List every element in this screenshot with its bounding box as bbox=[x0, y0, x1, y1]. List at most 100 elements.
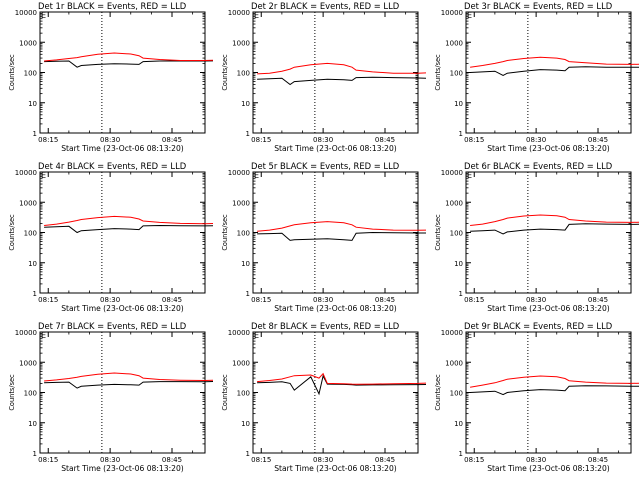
x-tick-label: 08:30 bbox=[313, 456, 333, 464]
y-tick-label: 100 bbox=[450, 70, 463, 78]
plot-frame bbox=[39, 331, 206, 454]
y-tick-label: 10 bbox=[241, 420, 250, 428]
y-axis-label: Counts/sec bbox=[8, 374, 16, 411]
y-tick-label: 1 bbox=[33, 290, 37, 298]
x-tick-label: 08:15 bbox=[251, 136, 271, 144]
x-axis-label: Start Time (23-Oct-06 08:13:20) bbox=[274, 464, 397, 473]
y-tick-label: 10000 bbox=[228, 329, 250, 337]
lld-series-line bbox=[257, 372, 426, 385]
y-tick-label: 1000 bbox=[19, 359, 37, 367]
x-tick-label: 08:15 bbox=[464, 136, 484, 144]
x-tick-label: 08:15 bbox=[464, 456, 484, 464]
y-tick-label: 10000 bbox=[15, 329, 37, 337]
events-series-line bbox=[44, 224, 213, 234]
x-tick-label: 08:15 bbox=[38, 136, 58, 144]
y-tick-label: 10 bbox=[454, 260, 463, 268]
detector-panel: Det 5r BLACK = Events, RED = LLD 1 10 100 10… bbox=[221, 161, 426, 313]
plot-frame bbox=[252, 11, 419, 134]
detector-panel: Det 8r BLACK = Events, RED = LLD 1 10 100 10… bbox=[221, 321, 426, 473]
e-marker: E bbox=[254, 331, 259, 340]
detector-panel: Det 6r BLACK = Events, RED = LLD 1 10 100 10… bbox=[434, 161, 639, 313]
panel-title: Det 9r BLACK = Events, RED = LLD bbox=[464, 321, 612, 331]
x-tick-label: 08:30 bbox=[313, 296, 333, 304]
panel-title: Det 3r BLACK = Events, RED = LLD bbox=[464, 1, 612, 11]
panel-title: Det 1r BLACK = Events, RED = LLD bbox=[38, 1, 186, 11]
y-tick-label: 1 bbox=[33, 450, 37, 458]
events-series-line bbox=[470, 223, 639, 235]
x-tick-label: 08:30 bbox=[526, 296, 546, 304]
x-tick-label: 08:45 bbox=[375, 456, 395, 464]
x-tick-label: 08:15 bbox=[38, 296, 58, 304]
y-tick-label: 1000 bbox=[232, 39, 250, 47]
y-tick-label: 1000 bbox=[445, 39, 463, 47]
events-series-line bbox=[257, 374, 426, 396]
plot-frame bbox=[465, 11, 632, 134]
e-marker: E bbox=[254, 11, 259, 20]
x-axis-label: Start Time (23-Oct-06 08:13:20) bbox=[274, 304, 397, 313]
y-tick-label: 1 bbox=[33, 130, 37, 138]
lld-series-line bbox=[470, 214, 639, 226]
x-tick-label: 08:15 bbox=[38, 456, 58, 464]
e-marker: E bbox=[41, 171, 46, 180]
y-tick-label: 10 bbox=[28, 260, 37, 268]
panel-title: Det 5r BLACK = Events, RED = LLD bbox=[251, 161, 399, 171]
e-marker: E bbox=[41, 11, 46, 20]
events-series-line bbox=[44, 60, 213, 68]
x-axis-label: Start Time (23-Oct-06 08:13:20) bbox=[487, 304, 610, 313]
y-tick-label: 100 bbox=[237, 230, 250, 238]
plot-frame bbox=[39, 11, 206, 134]
x-tick-label: 08:30 bbox=[313, 136, 333, 144]
y-tick-label: 10 bbox=[241, 260, 250, 268]
events-series-line bbox=[44, 381, 213, 389]
panel-title: Det 8r BLACK = Events, RED = LLD bbox=[251, 321, 399, 331]
x-tick-label: 08:45 bbox=[375, 296, 395, 304]
x-tick-label: 08:45 bbox=[588, 136, 608, 144]
y-tick-label: 1000 bbox=[232, 199, 250, 207]
y-axis-label: Counts/sec bbox=[221, 374, 229, 411]
detector-panel: Det 3r BLACK = Events, RED = LLD 1 10 100 10… bbox=[434, 1, 639, 153]
y-tick-label: 100 bbox=[237, 390, 250, 398]
y-tick-label: 100 bbox=[450, 390, 463, 398]
x-tick-label: 08:15 bbox=[464, 296, 484, 304]
panel-title: Det 6r BLACK = Events, RED = LLD bbox=[464, 161, 612, 171]
y-tick-label: 100 bbox=[450, 230, 463, 238]
y-axis-label: Counts/sec bbox=[8, 214, 16, 251]
y-axis-label: Counts/sec bbox=[221, 214, 229, 251]
plot-frame bbox=[465, 171, 632, 294]
x-tick-label: 08:30 bbox=[526, 456, 546, 464]
y-tick-label: 1000 bbox=[19, 39, 37, 47]
x-tick-label: 08:15 bbox=[251, 296, 271, 304]
y-tick-label: 10000 bbox=[441, 9, 463, 17]
lld-series-line bbox=[470, 375, 639, 388]
x-tick-label: 08:45 bbox=[375, 136, 395, 144]
y-tick-label: 1 bbox=[246, 130, 250, 138]
y-tick-label: 10000 bbox=[441, 169, 463, 177]
lld-series-line bbox=[257, 62, 426, 75]
y-tick-label: 10 bbox=[454, 420, 463, 428]
y-axis-label: Counts/sec bbox=[434, 54, 442, 91]
y-tick-label: 10 bbox=[241, 100, 250, 108]
y-tick-label: 1000 bbox=[232, 359, 250, 367]
y-tick-label: 10000 bbox=[228, 9, 250, 17]
detector-panel: Det 9r BLACK = Events, RED = LLD 1 10 100 10… bbox=[434, 321, 639, 473]
x-tick-label: 08:30 bbox=[526, 136, 546, 144]
y-tick-label: 1 bbox=[459, 450, 463, 458]
e-marker: E bbox=[41, 331, 46, 340]
panel-title: Det 2r BLACK = Events, RED = LLD bbox=[251, 1, 399, 11]
y-tick-label: 1000 bbox=[445, 359, 463, 367]
e-marker: E bbox=[254, 171, 259, 180]
y-tick-label: 10 bbox=[28, 420, 37, 428]
lld-series-line bbox=[44, 372, 213, 382]
lld-series-line bbox=[470, 56, 639, 68]
y-tick-label: 10000 bbox=[228, 169, 250, 177]
y-tick-label: 100 bbox=[237, 70, 250, 78]
y-axis-label: Counts/sec bbox=[8, 54, 16, 91]
x-tick-label: 08:45 bbox=[588, 456, 608, 464]
x-tick-label: 08:45 bbox=[588, 296, 608, 304]
y-tick-label: 1 bbox=[459, 130, 463, 138]
x-tick-label: 08:45 bbox=[162, 136, 182, 144]
panel-title: Det 4r BLACK = Events, RED = LLD bbox=[38, 161, 186, 171]
detector-panel: Det 1r BLACK = Events, RED = LLD 1 10 100 10… bbox=[8, 1, 213, 153]
x-tick-label: 08:30 bbox=[100, 296, 120, 304]
